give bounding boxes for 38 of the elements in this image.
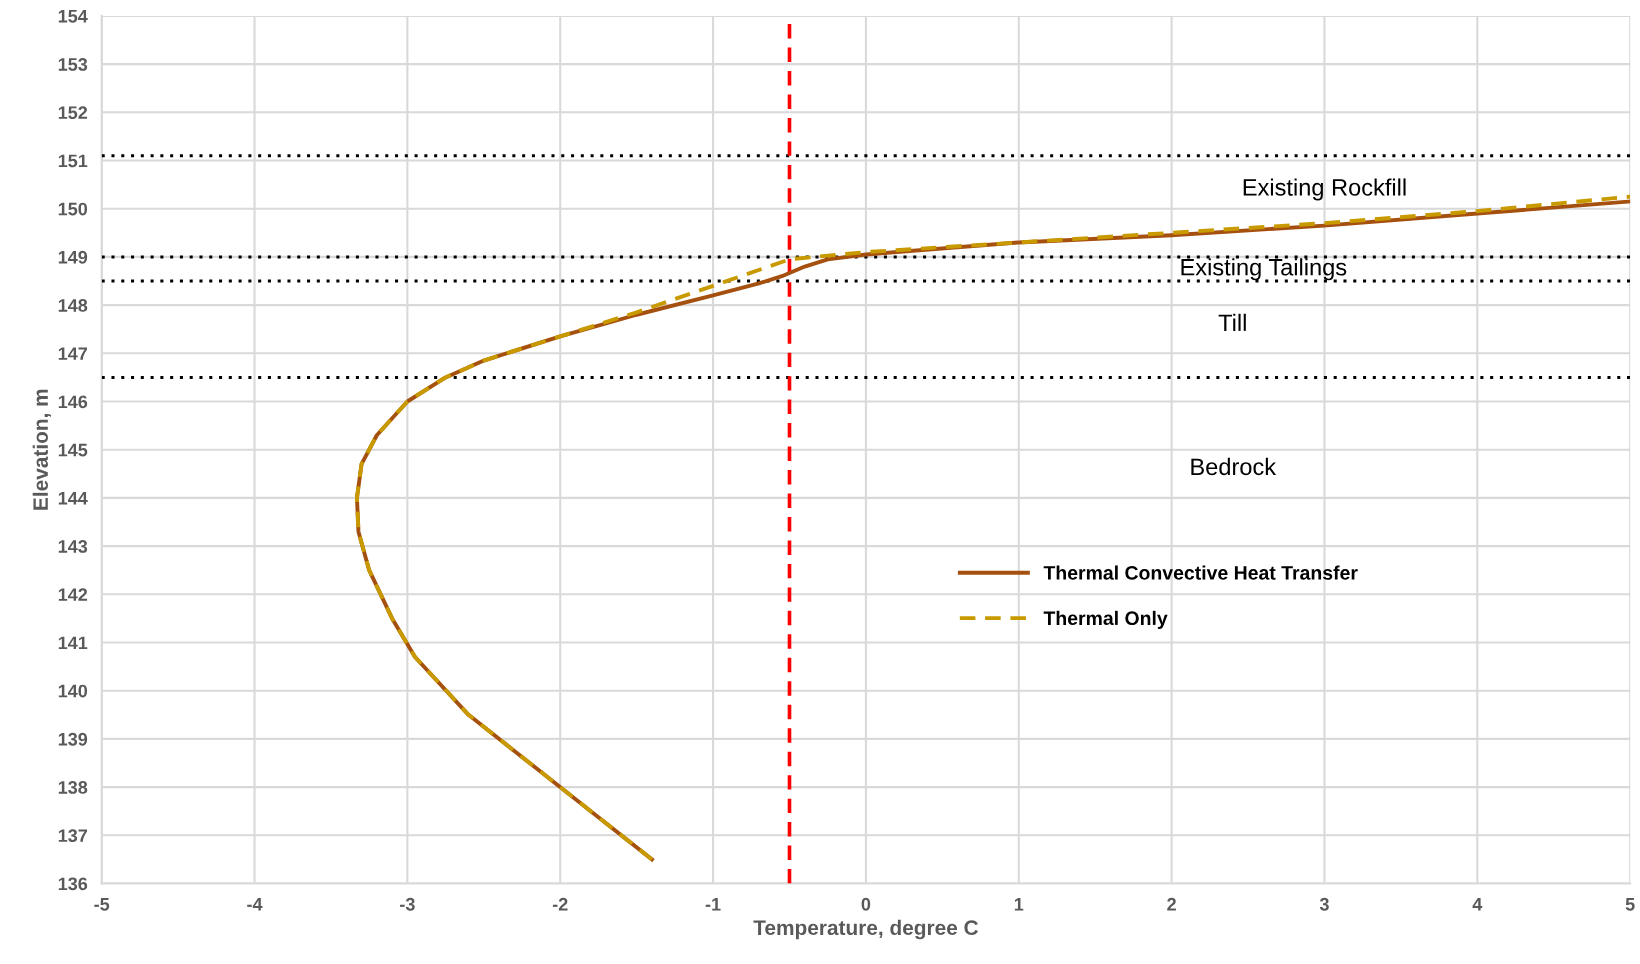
y-tick-label: 138 [58,781,88,794]
y-tick-label: 146 [58,395,88,409]
y-tick-label: 137 [58,829,87,843]
y-tick-label: 152 [58,106,88,120]
y-tick-label: 143 [58,540,88,553]
y-tick-label: 142 [58,588,88,601]
y-tick-label: 140 [58,684,88,698]
x-tick-label: 3 [1319,897,1329,911]
x-tick-label: -3 [400,897,415,911]
y-tick-label: 148 [58,299,88,312]
x-tick-label: 1 [1014,898,1024,911]
y-tick-label: 147 [58,347,87,360]
x-tick-label: -5 [94,898,110,911]
legend-label: Thermal Convective Heat Transfer [1043,565,1358,580]
annotation: Existing Tailings [1181,258,1347,281]
y-tick-label: 144 [58,492,88,505]
y-tick-label: 149 [58,250,88,264]
x-tick-label: 2 [1167,897,1176,911]
annotation: Existing Rockfill [1243,178,1406,201]
x-tick-label: -2 [552,897,568,911]
y-axis-title: Elevation, m [32,389,52,510]
y-tick-label: 154 [58,10,88,23]
legend-label: Thermal Only [1043,610,1168,629]
annotation: Bedrock [1191,457,1277,476]
x-tick-label: -4 [247,898,263,911]
y-tick-label: 151 [58,154,88,168]
x-axis-title: Temperature, degree C [753,919,979,940]
x-tick-label: 5 [1625,898,1635,911]
y-tick-label: 139 [58,732,88,746]
x-tick-label: 0 [861,897,871,911]
y-tick-label: 141 [58,636,88,650]
annotation: Till [1218,313,1246,331]
y-tick-label: 150 [58,202,88,216]
x-tick-label: -1 [705,898,721,911]
x-tick-label: 4 [1472,898,1483,911]
y-tick-label: 145 [58,443,88,457]
y-tick-label: 153 [58,58,88,71]
y-tick-label: 136 [58,877,88,891]
